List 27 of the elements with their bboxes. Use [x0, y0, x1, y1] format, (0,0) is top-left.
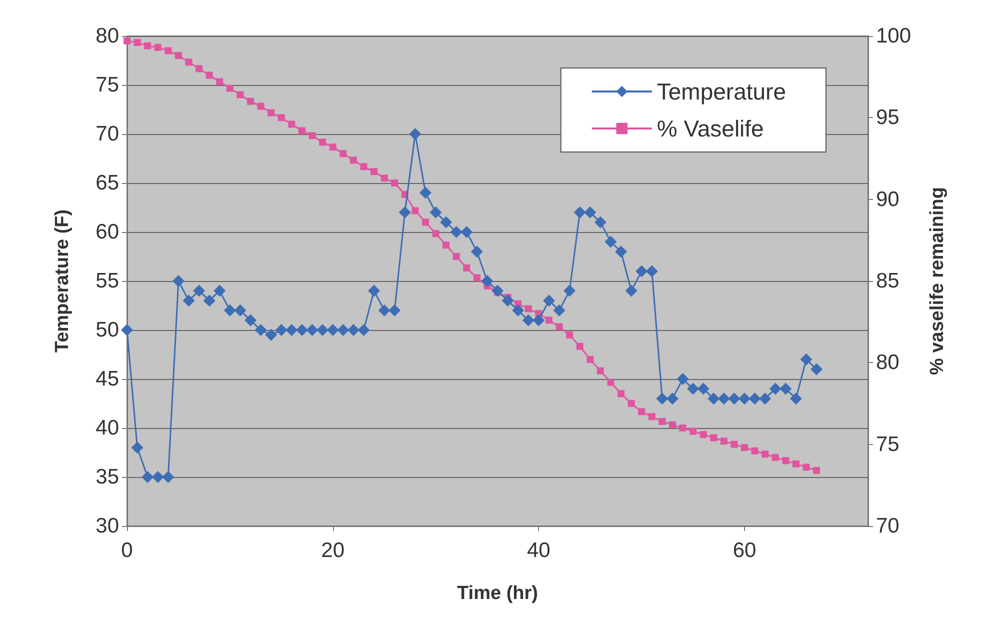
x-tick-label: 60 — [732, 539, 756, 562]
y-tick-label: 75 — [96, 74, 119, 96]
y2-tick-label: 80 — [876, 351, 900, 374]
y-tick-label: 40 — [96, 416, 119, 440]
y-tick-label: 65 — [96, 172, 119, 194]
legend-label: Temperature — [656, 78, 786, 104]
x-tick-label: 0 — [121, 539, 133, 562]
y-axis-title: Temperature (F) — [52, 209, 73, 353]
x-tick-label: 20 — [321, 539, 345, 562]
y2-axis-title: % vaselife remaining — [927, 187, 948, 375]
y2-tick-label: 70 — [876, 514, 900, 538]
x-tick-label: 40 — [526, 539, 550, 562]
y-tick-label: 70 — [96, 122, 119, 146]
legend-label: % Vaselife — [656, 116, 764, 142]
y2-tick-label: 85 — [876, 270, 900, 292]
y-tick-label: 45 — [96, 368, 119, 390]
y-tick-label: 80 — [96, 24, 119, 48]
y-tick-label: 35 — [96, 466, 119, 488]
y-tick-label: 30 — [96, 514, 119, 538]
y2-tick-label: 75 — [876, 432, 900, 456]
x-axis-title: Time (hr) — [457, 583, 538, 604]
y2-tick-label: 95 — [876, 106, 900, 130]
y2-tick-label: 100 — [876, 24, 912, 48]
y2-tick-label: 90 — [876, 188, 900, 211]
y-tick-label: 50 — [96, 318, 119, 342]
y-tick-label: 60 — [96, 220, 119, 244]
y-tick-label: 55 — [96, 270, 119, 292]
